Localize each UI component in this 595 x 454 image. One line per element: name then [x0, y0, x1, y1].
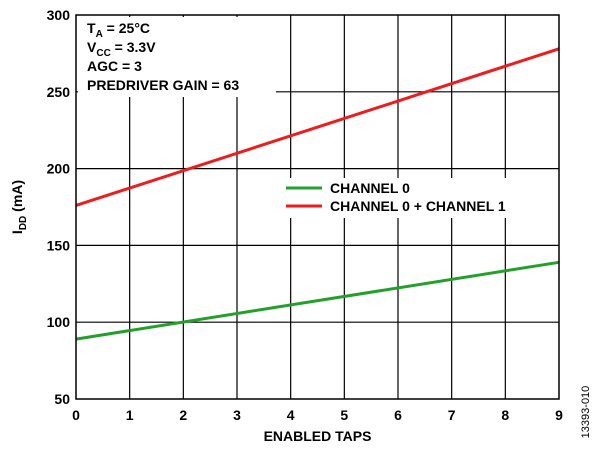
- x-tick-label: 4: [287, 407, 295, 423]
- condition-rest: = 3.3V: [111, 39, 156, 55]
- figure-id: 13393-010: [580, 386, 592, 439]
- condition-main: AGC = 3: [87, 58, 142, 74]
- y-axis-label: IDD (mA): [9, 180, 29, 234]
- y-axis-label-main: I: [9, 230, 25, 234]
- x-tick-labels: 0 1 2 3 4 5 6 7 8 9: [72, 407, 563, 423]
- y-axis-label-unit: (mA): [9, 180, 25, 216]
- legend: CHANNEL 0 CHANNEL 0 + CHANNEL 1: [286, 180, 506, 214]
- x-tick-label: 1: [126, 407, 134, 423]
- legend-label: CHANNEL 0 + CHANNEL 1: [330, 198, 506, 214]
- x-tick-label: 0: [72, 407, 80, 423]
- condition-line: VCC = 3.3V: [87, 39, 156, 59]
- y-tick-label: 300: [47, 7, 71, 23]
- condition-main: T: [87, 20, 96, 36]
- x-tick-label: 2: [179, 407, 187, 423]
- x-tick-label: 6: [394, 407, 402, 423]
- y-tick-label: 200: [47, 161, 71, 177]
- condition-sub: A: [96, 29, 103, 40]
- x-tick-label: 9: [555, 407, 563, 423]
- conditions-box: [78, 17, 276, 97]
- legend-box: [282, 178, 552, 218]
- condition-rest: = 25°C: [103, 20, 150, 36]
- condition-line: AGC = 3: [87, 58, 142, 74]
- y-tick-label: 50: [54, 391, 70, 407]
- legend-label: CHANNEL 0: [330, 180, 410, 196]
- x-tick-label: 3: [233, 407, 241, 423]
- x-tick-label: 8: [501, 407, 509, 423]
- x-tick-label: 5: [340, 407, 348, 423]
- y-tick-label: 250: [47, 84, 71, 100]
- condition-main: V: [87, 39, 97, 55]
- series-layer: [75, 47, 560, 341]
- condition-line: TA = 25°C: [87, 20, 150, 40]
- y-tick-label: 150: [47, 237, 71, 253]
- x-tick-label: 7: [448, 407, 456, 423]
- y-tick-labels: 50 100 150 200 250 300: [47, 7, 71, 407]
- y-axis-label-sub: DD: [18, 216, 29, 230]
- condition-sub: CC: [96, 48, 110, 59]
- y-tick-label: 100: [47, 314, 71, 330]
- series-line-0: [75, 260, 560, 341]
- condition-line: PREDRIVER GAIN = 63: [87, 77, 239, 93]
- x-axis-label: ENABLED TAPS: [264, 428, 372, 444]
- plot-frame: [75, 14, 560, 400]
- condition-main: PREDRIVER GAIN = 63: [87, 77, 239, 93]
- series-line-1: [75, 47, 560, 207]
